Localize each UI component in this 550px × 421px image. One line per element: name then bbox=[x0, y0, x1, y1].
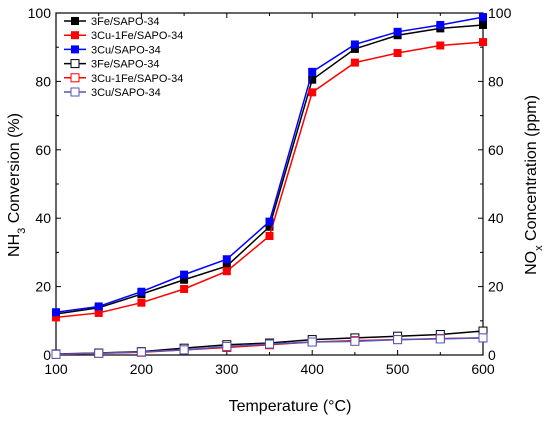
y-axis-title-left-sub: 3 bbox=[16, 228, 28, 234]
data-point bbox=[52, 313, 60, 322]
y2-tick-label: 20 bbox=[488, 279, 504, 295]
data-point bbox=[435, 334, 445, 344]
legend-marker bbox=[71, 31, 79, 40]
data-point bbox=[179, 345, 189, 355]
data-point bbox=[436, 20, 445, 29]
series-nox-5 bbox=[51, 333, 488, 359]
y-axis-left: 0 20 40 60 80 100 bbox=[28, 5, 61, 363]
data-point bbox=[393, 335, 403, 345]
data-point bbox=[393, 27, 402, 36]
y-axis-title-right-post: Concentration (ppm) bbox=[523, 95, 540, 245]
x-tick-label: 100 bbox=[44, 361, 68, 377]
legend-marker bbox=[71, 45, 79, 54]
legend-item-0: 3Fe/SAPO-34 bbox=[64, 16, 159, 28]
y-tick-label: 100 bbox=[28, 5, 52, 21]
data-point bbox=[52, 308, 60, 317]
data-point bbox=[222, 262, 231, 271]
legend-item-4: 3Cu-1Fe/SAPO-34 bbox=[64, 73, 183, 85]
data-point bbox=[350, 58, 359, 67]
data-point bbox=[307, 337, 317, 347]
legend-marker bbox=[71, 17, 79, 25]
legend-item-5: 3Cu/SAPO-34 bbox=[64, 87, 161, 99]
legend-item-1: 3Cu-1Fe/SAPO-34 bbox=[64, 30, 183, 42]
x-tick-label: 500 bbox=[386, 361, 410, 377]
data-point bbox=[222, 267, 231, 276]
legend-marker bbox=[70, 87, 80, 97]
data-point bbox=[94, 348, 104, 358]
data-point bbox=[479, 38, 487, 47]
y-axis-title-right: NOx Concentration (ppm) bbox=[523, 95, 545, 275]
y2-tick-label: 40 bbox=[488, 210, 504, 226]
x-tick-label: 300 bbox=[215, 361, 239, 377]
legend-label: 3Cu-1Fe/SAPO-34 bbox=[91, 30, 183, 42]
y-axis-right: 0 20 40 60 80 100 bbox=[478, 5, 512, 363]
x-tick-label: 200 bbox=[130, 361, 154, 377]
data-point bbox=[137, 287, 146, 296]
data-point bbox=[265, 339, 274, 349]
data-point bbox=[94, 302, 103, 311]
legend-marker bbox=[70, 73, 80, 83]
data-point bbox=[479, 20, 487, 29]
y2-tick-label: 80 bbox=[488, 73, 504, 89]
y-axis-title-right-sub: x bbox=[533, 245, 545, 251]
y-tick-label: 60 bbox=[35, 142, 51, 158]
y-axis-title-left-pre: NH bbox=[6, 234, 23, 257]
data-point bbox=[308, 67, 317, 76]
y2-tick-label: 100 bbox=[488, 5, 512, 21]
y-tick-label: 40 bbox=[35, 210, 51, 226]
y-axis-title-right-pre: NO bbox=[523, 251, 540, 275]
data-point bbox=[350, 44, 359, 53]
data-point bbox=[180, 270, 189, 279]
series-conversion-2 bbox=[52, 13, 487, 317]
data-point bbox=[222, 341, 232, 351]
x-tick-label: 600 bbox=[471, 361, 495, 377]
series-conversion-1 bbox=[52, 38, 487, 322]
data-point bbox=[180, 284, 189, 293]
x-tick-label: 400 bbox=[301, 361, 325, 377]
data-point bbox=[180, 275, 189, 284]
legend-label: 3Fe/SAPO-34 bbox=[91, 59, 159, 71]
legend-label: 3Cu/SAPO-34 bbox=[91, 87, 161, 99]
x-axis-title: Temperature (°C) bbox=[229, 398, 352, 415]
y-axis-title-left-post: Conversion (%) bbox=[6, 113, 23, 228]
data-point bbox=[265, 231, 274, 240]
data-point bbox=[436, 41, 445, 50]
data-point bbox=[478, 333, 488, 343]
y-tick-label: 20 bbox=[35, 279, 51, 295]
legend-label: 3Fe/SAPO-34 bbox=[91, 16, 159, 28]
data-point bbox=[308, 88, 317, 97]
series-layer bbox=[51, 13, 488, 359]
legend-item-2: 3Cu/SAPO-34 bbox=[64, 44, 161, 56]
y2-tick-label: 60 bbox=[488, 142, 504, 158]
y2-tick-label: 0 bbox=[488, 347, 496, 363]
y-tick-label: 80 bbox=[35, 73, 51, 89]
data-point bbox=[393, 49, 402, 58]
legend-item-3: 3Fe/SAPO-34 bbox=[64, 59, 159, 71]
y-tick-label: 0 bbox=[43, 347, 51, 363]
data-point bbox=[350, 336, 360, 346]
data-point bbox=[51, 349, 61, 359]
legend-marker bbox=[70, 59, 80, 69]
legend-label: 3Cu-1Fe/SAPO-34 bbox=[91, 73, 183, 85]
data-point bbox=[265, 222, 274, 231]
legend: 3Fe/SAPO-34 3Cu-1Fe/SAPO-34 3Cu/SAPO-34 3Fe… bbox=[64, 16, 183, 99]
data-point bbox=[94, 308, 103, 317]
y-axis-title-left: NH3 Conversion (%) bbox=[6, 113, 28, 257]
data-point bbox=[308, 75, 317, 84]
legend-label: 3Cu/SAPO-34 bbox=[91, 44, 161, 56]
data-point bbox=[137, 298, 146, 307]
data-point bbox=[479, 13, 487, 22]
x-axis: 100 200 300 400 500 600 bbox=[44, 13, 495, 377]
data-point bbox=[350, 40, 359, 49]
data-point bbox=[265, 217, 274, 226]
data-point bbox=[136, 347, 146, 357]
data-point bbox=[222, 255, 231, 264]
